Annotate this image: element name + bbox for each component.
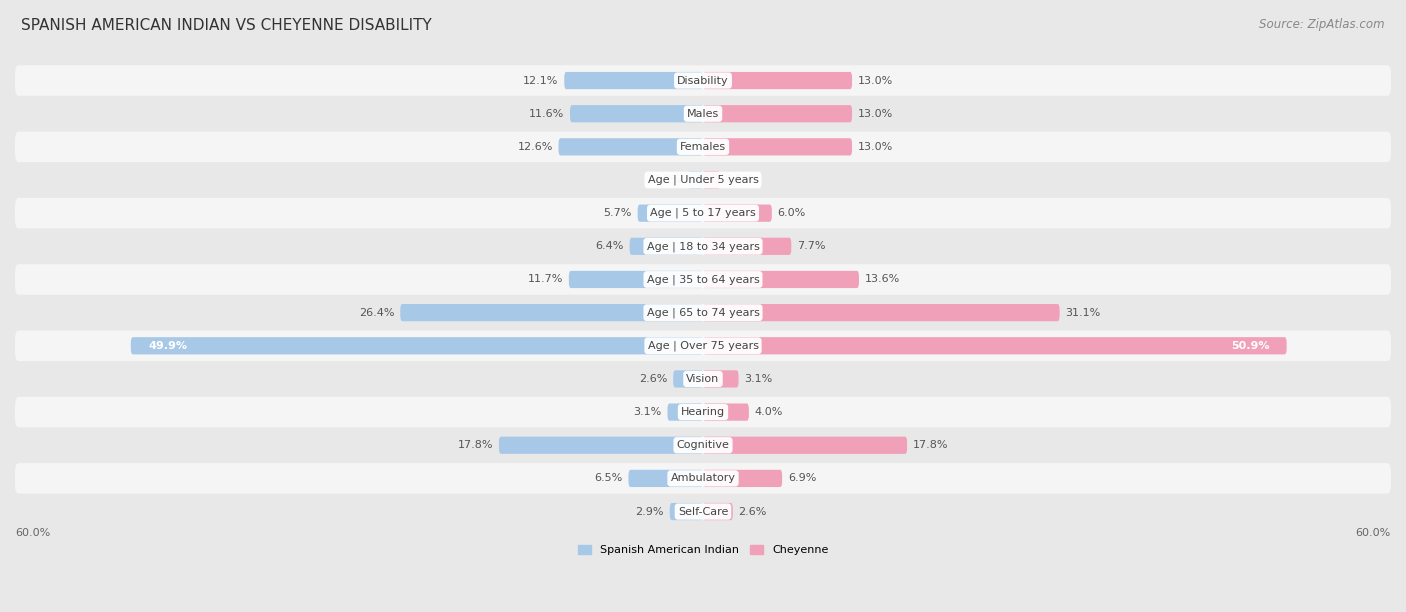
FancyBboxPatch shape	[703, 138, 852, 155]
Text: 3.1%: 3.1%	[634, 407, 662, 417]
FancyBboxPatch shape	[15, 496, 1391, 527]
Text: 5.7%: 5.7%	[603, 208, 631, 218]
Text: 6.9%: 6.9%	[787, 474, 817, 483]
FancyBboxPatch shape	[688, 171, 703, 188]
FancyBboxPatch shape	[703, 470, 782, 487]
Text: Source: ZipAtlas.com: Source: ZipAtlas.com	[1260, 18, 1385, 31]
FancyBboxPatch shape	[703, 304, 1060, 321]
FancyBboxPatch shape	[703, 171, 720, 188]
Text: 2.6%: 2.6%	[738, 507, 766, 517]
FancyBboxPatch shape	[15, 364, 1391, 394]
Text: 13.0%: 13.0%	[858, 109, 893, 119]
Legend: Spanish American Indian, Cheyenne: Spanish American Indian, Cheyenne	[574, 541, 832, 560]
Text: 12.1%: 12.1%	[523, 75, 558, 86]
FancyBboxPatch shape	[569, 271, 703, 288]
Text: Age | Under 5 years: Age | Under 5 years	[648, 175, 758, 185]
FancyBboxPatch shape	[15, 330, 1391, 361]
Text: 4.0%: 4.0%	[755, 407, 783, 417]
FancyBboxPatch shape	[703, 237, 792, 255]
Text: 49.9%: 49.9%	[148, 341, 187, 351]
Text: Age | 5 to 17 years: Age | 5 to 17 years	[650, 208, 756, 218]
FancyBboxPatch shape	[630, 237, 703, 255]
Text: Hearing: Hearing	[681, 407, 725, 417]
FancyBboxPatch shape	[703, 370, 738, 387]
FancyBboxPatch shape	[669, 503, 703, 520]
Text: SPANISH AMERICAN INDIAN VS CHEYENNE DISABILITY: SPANISH AMERICAN INDIAN VS CHEYENNE DISA…	[21, 18, 432, 34]
Text: 13.0%: 13.0%	[858, 142, 893, 152]
Text: 26.4%: 26.4%	[359, 308, 395, 318]
FancyBboxPatch shape	[15, 463, 1391, 494]
Text: 3.1%: 3.1%	[744, 374, 772, 384]
FancyBboxPatch shape	[673, 370, 703, 387]
Text: Vision: Vision	[686, 374, 720, 384]
FancyBboxPatch shape	[558, 138, 703, 155]
FancyBboxPatch shape	[668, 403, 703, 420]
Text: Disability: Disability	[678, 75, 728, 86]
Text: Self-Care: Self-Care	[678, 507, 728, 517]
FancyBboxPatch shape	[703, 403, 749, 420]
Text: 11.7%: 11.7%	[527, 274, 564, 285]
Text: Males: Males	[688, 109, 718, 119]
FancyBboxPatch shape	[703, 337, 1286, 354]
FancyBboxPatch shape	[703, 105, 852, 122]
Text: Ambulatory: Ambulatory	[671, 474, 735, 483]
FancyBboxPatch shape	[703, 72, 852, 89]
Text: 31.1%: 31.1%	[1066, 308, 1101, 318]
Text: 7.7%: 7.7%	[797, 241, 825, 252]
FancyBboxPatch shape	[15, 430, 1391, 460]
FancyBboxPatch shape	[15, 297, 1391, 328]
Text: 60.0%: 60.0%	[15, 528, 51, 538]
Text: 12.6%: 12.6%	[517, 142, 553, 152]
Text: 1.3%: 1.3%	[654, 175, 682, 185]
FancyBboxPatch shape	[15, 165, 1391, 195]
Text: Age | 65 to 74 years: Age | 65 to 74 years	[647, 307, 759, 318]
Text: Age | 18 to 34 years: Age | 18 to 34 years	[647, 241, 759, 252]
FancyBboxPatch shape	[15, 231, 1391, 261]
FancyBboxPatch shape	[499, 436, 703, 454]
FancyBboxPatch shape	[15, 264, 1391, 295]
FancyBboxPatch shape	[15, 198, 1391, 228]
Text: 50.9%: 50.9%	[1232, 341, 1270, 351]
FancyBboxPatch shape	[569, 105, 703, 122]
Text: 60.0%: 60.0%	[1355, 528, 1391, 538]
Text: 2.9%: 2.9%	[636, 507, 664, 517]
Text: Age | 35 to 64 years: Age | 35 to 64 years	[647, 274, 759, 285]
FancyBboxPatch shape	[703, 271, 859, 288]
FancyBboxPatch shape	[703, 503, 733, 520]
FancyBboxPatch shape	[703, 204, 772, 222]
Text: 13.6%: 13.6%	[865, 274, 900, 285]
Text: 6.4%: 6.4%	[596, 241, 624, 252]
Text: Cognitive: Cognitive	[676, 440, 730, 450]
FancyBboxPatch shape	[703, 436, 907, 454]
FancyBboxPatch shape	[15, 397, 1391, 427]
Text: 17.8%: 17.8%	[458, 440, 494, 450]
Text: 6.5%: 6.5%	[595, 474, 623, 483]
Text: 2.6%: 2.6%	[640, 374, 668, 384]
FancyBboxPatch shape	[401, 304, 703, 321]
Text: Age | Over 75 years: Age | Over 75 years	[648, 340, 758, 351]
Text: 6.0%: 6.0%	[778, 208, 806, 218]
Text: 17.8%: 17.8%	[912, 440, 948, 450]
Text: 13.0%: 13.0%	[858, 75, 893, 86]
Text: Females: Females	[681, 142, 725, 152]
FancyBboxPatch shape	[564, 72, 703, 89]
FancyBboxPatch shape	[15, 99, 1391, 129]
Text: 11.6%: 11.6%	[529, 109, 564, 119]
FancyBboxPatch shape	[131, 337, 703, 354]
FancyBboxPatch shape	[628, 470, 703, 487]
FancyBboxPatch shape	[15, 65, 1391, 96]
FancyBboxPatch shape	[638, 204, 703, 222]
Text: 1.5%: 1.5%	[725, 175, 754, 185]
FancyBboxPatch shape	[15, 132, 1391, 162]
